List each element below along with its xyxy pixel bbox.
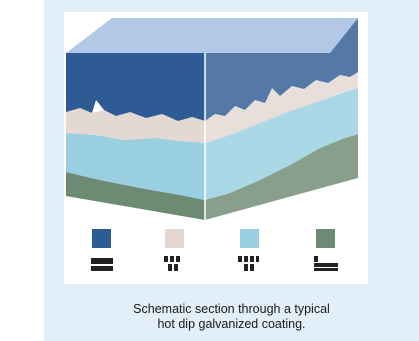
legend-label-gamma xyxy=(238,256,259,271)
caption-line-2: hot dip galvanized coating. xyxy=(157,317,306,331)
side-delta-layer xyxy=(205,72,358,143)
front-gamma-layer xyxy=(66,133,205,200)
legend-label-steel xyxy=(314,256,338,271)
legend-swatch-steel xyxy=(316,229,335,248)
legend-swatch-pure-zinc xyxy=(92,229,111,248)
figure-caption: Schematic section through a typical hot … xyxy=(44,302,419,332)
side-gamma-layer xyxy=(205,88,358,200)
front-delta-layer xyxy=(66,108,205,143)
side-steel-layer xyxy=(205,134,358,220)
legend-swatch-gamma xyxy=(240,229,259,248)
front-zeta-layer xyxy=(66,53,205,121)
legend-label-delta xyxy=(164,256,180,271)
block-top-surface xyxy=(66,18,358,53)
legend-label-pure-zinc xyxy=(91,258,113,271)
caption-line-1: Schematic section through a typical xyxy=(133,302,330,316)
side-zeta-layer xyxy=(205,18,358,121)
front-steel-layer xyxy=(66,172,205,220)
legend-swatch-delta xyxy=(165,229,184,248)
